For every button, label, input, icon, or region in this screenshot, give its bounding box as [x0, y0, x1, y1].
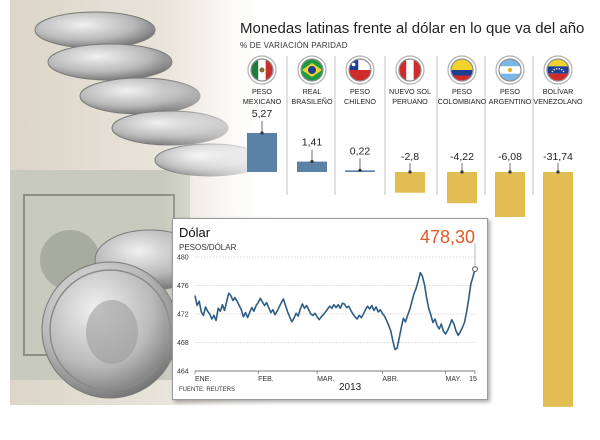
chart-subtitle: % DE VARIACIÓN PARIDAD [240, 41, 348, 50]
last-point-marker [472, 266, 478, 273]
x-tick-label: FEB. [258, 376, 274, 383]
x-tick-label: 15 [469, 376, 477, 383]
category-label: CHILENO [344, 97, 376, 106]
mexico-flag-icon [250, 58, 274, 82]
source-label: FUENTE: REUTERS [179, 387, 236, 393]
data-label: 5,27 [252, 108, 273, 120]
category-label: PESO [252, 87, 272, 96]
category-label: PESO [350, 87, 370, 96]
category-label: ARGENTINO [489, 97, 532, 106]
category-label: BRASILEÑO [291, 97, 333, 106]
data-label: -2,8 [401, 151, 419, 163]
y-tick-label: 472 [177, 312, 189, 319]
data-label: 1,41 [302, 137, 323, 149]
x-tick-label: ENE. [195, 376, 211, 383]
y-tick-label: 468 [177, 340, 189, 347]
x-tick-label: ABR. [382, 376, 398, 383]
label-dot [310, 159, 314, 164]
bar [495, 172, 525, 217]
venezuela-flag-icon [546, 58, 570, 82]
bar [395, 172, 425, 193]
label-dot [508, 170, 512, 174]
label-dot [556, 170, 560, 174]
category-label: BOLÍVAR [543, 87, 574, 96]
category-label: MEXICANO [243, 97, 282, 106]
category-label: PESO [500, 87, 520, 96]
category-label: REAL [303, 87, 322, 96]
x-tick-label: MAR. [317, 376, 335, 383]
dollar-line [194, 268, 476, 351]
chart-title: Monedas latinas frente al dólar en lo qu… [240, 20, 585, 37]
data-label: -6,08 [498, 151, 522, 163]
category-label: VENEZOLANO [533, 97, 583, 106]
colombia-flag-icon [450, 58, 474, 82]
dollar-line-panel: Dólar PESOS/DÓLAR 478,30 464 468 472 476 480… [172, 218, 488, 400]
category-label: PESO [452, 87, 472, 96]
label-dot [260, 131, 264, 135]
y-tick-label: 480 [177, 255, 189, 262]
label-dot [460, 170, 464, 174]
bar [447, 172, 477, 204]
category-label: PERUANO [392, 97, 428, 106]
data-label: 0,22 [350, 145, 371, 157]
y-axis-label: PESOS/DÓLAR [179, 243, 237, 252]
category-label: NUEVO SOL [389, 87, 431, 96]
label-dot [358, 168, 362, 172]
last-value-label: 478,30 [419, 227, 475, 247]
label-dot [408, 170, 412, 174]
brazil-flag-icon [300, 58, 324, 82]
dollar-line-chart: 464 468 472 476 480 ENE. FEB. MAR. ABR. MAY. 15 [177, 243, 478, 383]
peru-flag-icon [398, 58, 422, 82]
argentina-flag-icon [498, 58, 522, 82]
year-label: 2013 [339, 382, 362, 393]
chile-flag-icon [348, 58, 372, 82]
y-tick-label: 464 [177, 369, 189, 376]
category-label: COLOMBIANO [438, 97, 487, 106]
data-label: -31,74 [543, 151, 573, 163]
panel-title: Dólar [179, 225, 211, 240]
bar [543, 172, 573, 407]
data-label: -4,22 [450, 151, 474, 163]
bar [247, 133, 277, 172]
y-tick-label: 476 [177, 283, 189, 290]
x-tick-label: MAY. [446, 376, 462, 383]
bar [297, 161, 327, 172]
